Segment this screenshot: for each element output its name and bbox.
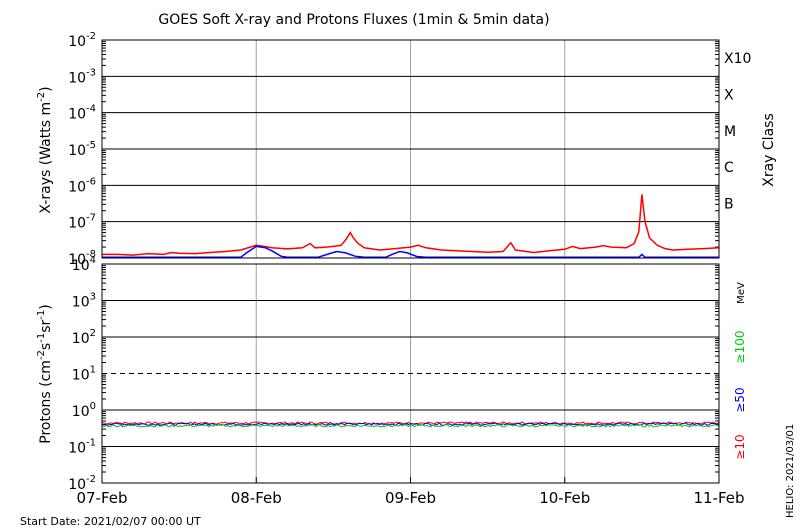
proton-ylabel-sup1: -2	[36, 350, 47, 360]
proton-y-axis-label: Protons (cm-2s-1sr-1)	[36, 304, 54, 443]
proton-ylabel-sup2: -1	[36, 333, 47, 343]
proton-series-line	[101, 422, 720, 426]
proton-y-tick-label: 102	[72, 328, 96, 347]
proton-series-group	[101, 421, 720, 428]
xray-y-tick-label: 10-6	[68, 176, 96, 195]
xray-y-tick-label: 10-2	[68, 31, 96, 50]
x-tick-label: 08-Feb	[231, 489, 282, 507]
xray-series-group	[102, 194, 720, 259]
xray-ylabel-sup: -2	[36, 92, 47, 102]
xray-class-label: X10	[724, 51, 751, 67]
xray-panel: 10-8 10-7 10-6 10-5 10-4 10-3 10-2 B C M X X10	[68, 31, 751, 268]
x-tick-label: 11-Feb	[693, 489, 744, 507]
proton-panel: 10-2 10-1 100 101 102 103 104	[68, 255, 720, 493]
proton-legend-label: ≥10	[733, 434, 747, 459]
xray-y-tick-label: 10-8	[68, 249, 96, 268]
helio-credit: HELIO: 2021/03/01	[785, 424, 796, 518]
xray-y-tick-label: 10-4	[68, 104, 96, 123]
proton-unit-label: MeV	[736, 282, 747, 304]
xray-plot-frame	[101, 39, 720, 259]
start-date-label: Start Date: 2021/02/07 00:00 UT	[20, 515, 201, 528]
proton-y-tick-label: 10-2	[68, 474, 96, 493]
xray-ylabel-main: X-rays (Watts m	[38, 102, 54, 214]
proton-y-tick-label: 104	[72, 255, 96, 274]
proton-legend: ≥100 ≥50 ≥10	[733, 331, 747, 460]
proton-ylabel-close: )	[38, 304, 54, 309]
proton-y-tick-label: 10-1	[68, 438, 96, 457]
xray-long-series	[102, 194, 720, 256]
proton-series-line	[101, 424, 720, 428]
xray-short-series	[102, 245, 719, 259]
xray-class-label: M	[724, 124, 736, 140]
proton-legend-label: ≥50	[733, 387, 747, 412]
proton-ylabel-mid1: s	[38, 343, 54, 350]
x-tick-label: 10-Feb	[539, 489, 590, 507]
xray-class-label: X	[724, 88, 734, 104]
xray-class-label: B	[724, 197, 734, 213]
proton-y-tick-label: 101	[72, 365, 96, 384]
proton-y-tick-label: 100	[72, 401, 96, 420]
proton-ylabel-sup3: -1	[36, 310, 47, 320]
xray-y-tick-label: 10-3	[68, 67, 96, 86]
proton-ylabel-mid2: sr	[38, 319, 54, 332]
x-axis-tick-labels: 07-Feb 08-Feb 09-Feb 10-Feb 11-Feb	[76, 477, 745, 507]
xray-y-tick-label: 10-7	[68, 213, 96, 232]
xray-y-axis-label: X-rays (Watts m-2)	[36, 86, 54, 213]
xray-ylabel-close: )	[38, 86, 54, 91]
xray-decade-lines	[102, 41, 719, 248]
proton-y-tick-label: 103	[72, 292, 96, 311]
proton-legend-label: ≥100	[733, 331, 747, 364]
xray-class-axis-title: Xray Class	[761, 113, 777, 187]
proton-ylabel-main: Protons (cm	[38, 360, 54, 444]
x-tick-label: 09-Feb	[385, 489, 436, 507]
xray-y-tick-label: 10-5	[68, 140, 96, 159]
xray-class-label: C	[724, 160, 734, 176]
xray-class-labels: B C M X X10	[724, 51, 751, 212]
proton-y-tick-labels: 10-2 10-1 100 101 102 103 104	[68, 255, 96, 493]
xray-y-tick-labels: 10-8 10-7 10-6 10-5 10-4 10-3 10-2	[68, 31, 96, 268]
x-tick-label: 07-Feb	[76, 489, 127, 507]
chart-title: GOES Soft X-ray and Protons Fluxes (1min…	[158, 12, 549, 28]
